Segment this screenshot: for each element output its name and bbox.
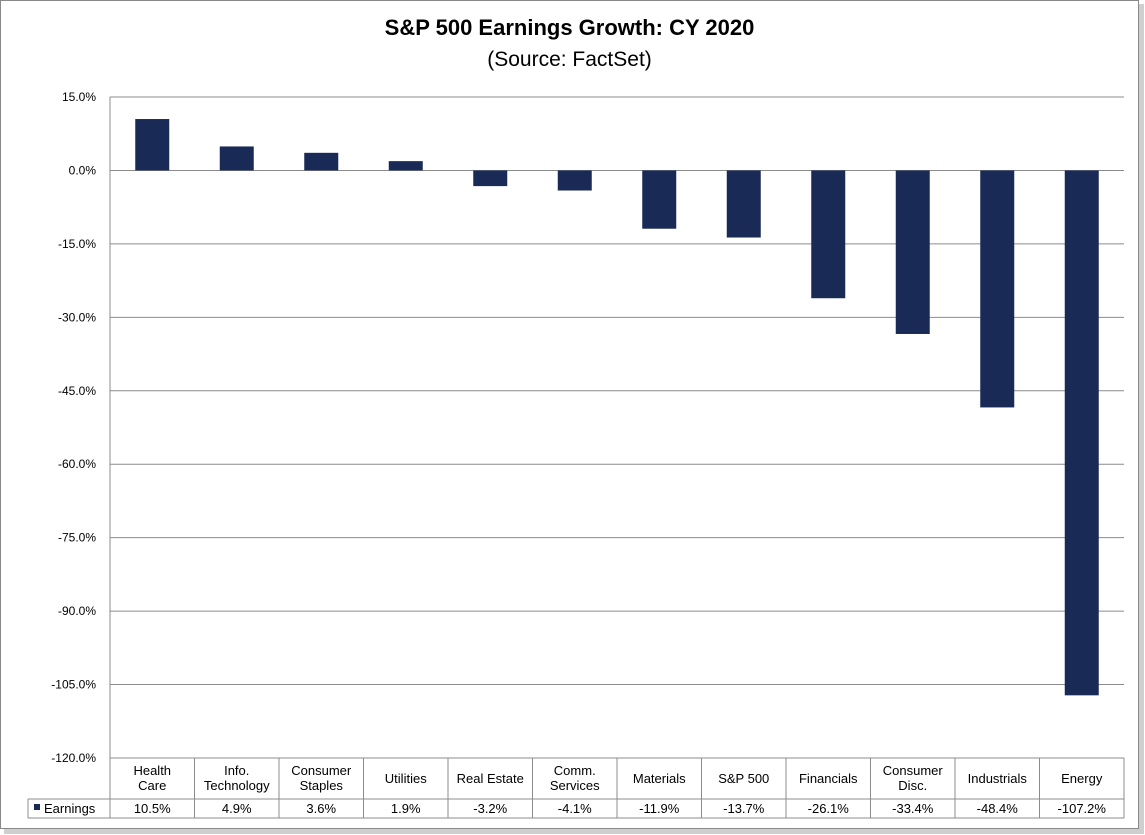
bar <box>388 161 423 171</box>
x-category-label: Industrials <box>968 771 1028 786</box>
data-label: 3.6% <box>306 801 336 816</box>
x-category-label: Staples <box>300 778 344 793</box>
y-tick-label: -105.0% <box>51 678 96 692</box>
data-label: -26.1% <box>808 801 850 816</box>
x-category-label: Energy <box>1061 771 1103 786</box>
chart-subtitle: (Source: FactSet) <box>487 48 652 71</box>
data-label: -48.4% <box>977 801 1019 816</box>
x-category-label: Health <box>133 763 171 778</box>
frame-shadow-right <box>1139 4 1144 833</box>
y-tick-label: -30.0% <box>58 310 96 324</box>
bar <box>135 119 170 171</box>
y-tick-label: 15.0% <box>62 90 96 104</box>
legend-series-name: Earnings <box>44 801 96 816</box>
frame-shadow-bottom <box>4 829 1144 834</box>
y-tick-label: 0.0% <box>69 163 97 177</box>
x-category-label: Materials <box>633 771 686 786</box>
bar <box>1064 170 1099 696</box>
x-category-label: Services <box>550 778 600 793</box>
data-label: -33.4% <box>892 801 934 816</box>
data-label: -4.1% <box>558 801 592 816</box>
bar <box>895 170 930 334</box>
bar <box>980 170 1015 408</box>
x-category-label: Real Estate <box>457 771 524 786</box>
bar <box>726 170 761 238</box>
bar <box>219 146 254 171</box>
chart-title: S&P 500 Earnings Growth: CY 2020 <box>384 15 755 40</box>
x-category-label: S&P 500 <box>718 771 769 786</box>
y-tick-label: -75.0% <box>58 531 96 545</box>
x-category-label: Consumer <box>883 763 944 778</box>
bar <box>642 170 677 229</box>
data-label: -3.2% <box>473 801 507 816</box>
data-label: -13.7% <box>723 801 765 816</box>
data-label: -107.2% <box>1058 801 1107 816</box>
y-tick-label: -60.0% <box>58 457 96 471</box>
data-label: -11.9% <box>639 801 680 816</box>
data-label: 4.9% <box>222 801 252 816</box>
x-category-label: Utilities <box>385 771 427 786</box>
data-label: 10.5% <box>134 801 171 816</box>
bar <box>473 170 508 187</box>
x-category-label: Comm. <box>554 763 596 778</box>
y-tick-label: -120.0% <box>51 751 96 765</box>
x-category-label: Disc. <box>898 778 927 793</box>
y-tick-label: -45.0% <box>58 384 96 398</box>
x-category-label: Care <box>138 778 166 793</box>
bar <box>304 152 339 171</box>
x-category-label: Technology <box>204 778 270 793</box>
legend-key <box>34 804 40 810</box>
y-tick-label: -90.0% <box>58 604 96 618</box>
x-category-label: Consumer <box>291 763 352 778</box>
x-category-label: Financials <box>799 771 858 786</box>
data-label: 1.9% <box>391 801 421 816</box>
bar <box>811 170 846 299</box>
x-category-label: Info. <box>224 763 249 778</box>
y-tick-label: -15.0% <box>58 237 96 251</box>
bar <box>557 170 592 191</box>
